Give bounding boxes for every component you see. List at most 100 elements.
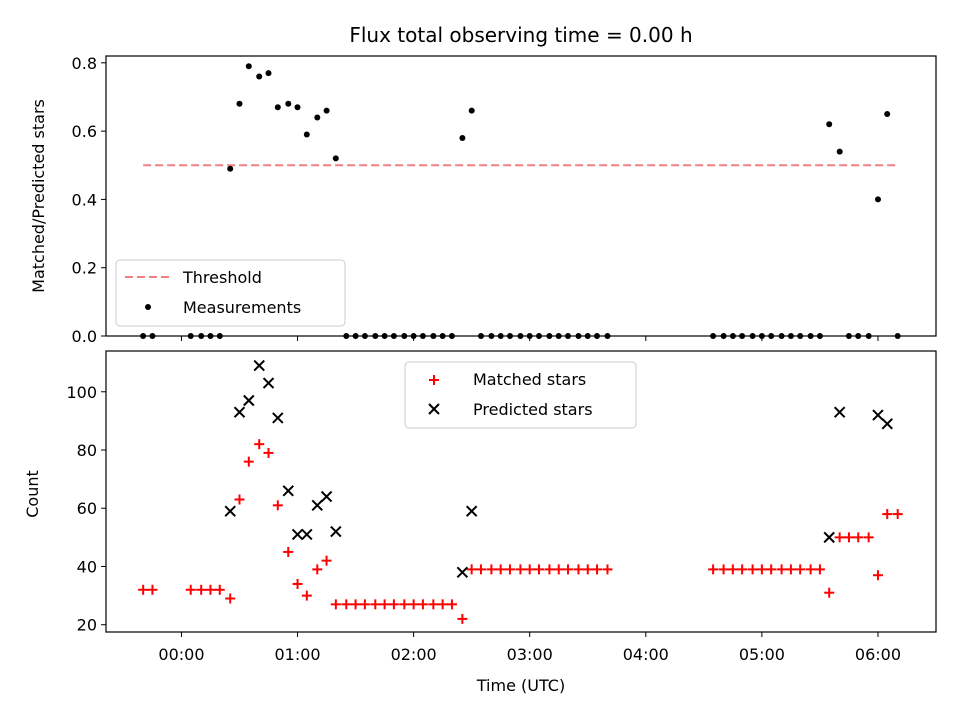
matched-star-point	[457, 613, 468, 624]
matched-star-point	[147, 584, 158, 595]
bottom-y-tick-label: 40	[77, 557, 97, 576]
matched-star-point	[805, 564, 816, 575]
matched-star-point	[370, 599, 381, 610]
matched-star-point	[408, 599, 419, 610]
matched-star-point	[718, 564, 729, 575]
matched-star-point	[843, 532, 854, 543]
top-legend-box	[115, 259, 346, 327]
matched-star-point	[379, 599, 390, 610]
matched-star-point	[766, 564, 777, 575]
predicted-star-point	[253, 359, 265, 372]
matched-star-point	[544, 564, 555, 575]
predicted-star-point	[823, 531, 835, 544]
predicted-star-point	[330, 525, 342, 538]
bottom-x-tick-label: 04:00	[623, 645, 669, 664]
bottom-y-tick-label: 80	[77, 441, 97, 460]
top-panel: 0.00.20.40.60.8 Matched/Predicted stars …	[29, 54, 937, 346]
matched-star-point	[515, 564, 526, 575]
bottom-x-axis-label: Time (UTC)	[476, 676, 565, 695]
matched-star-point	[592, 564, 603, 575]
matched-star-point	[553, 564, 564, 575]
matched-star-point	[428, 599, 439, 610]
legend-predicted-label: Predicted stars	[473, 400, 593, 419]
measurement-point	[285, 100, 292, 107]
legend-matched-label: Matched stars	[473, 370, 586, 389]
matched-star-point	[863, 532, 874, 543]
measurement-point	[826, 121, 833, 128]
matched-star-point	[486, 564, 497, 575]
bottom-x-tick-label: 06:00	[855, 645, 901, 664]
matched-star-point	[321, 555, 332, 566]
top-y-tick-label: 0.6	[72, 122, 97, 141]
legend-matched-swatch	[429, 375, 439, 385]
legend-predicted-swatch	[428, 403, 440, 415]
predicted-star-point	[233, 406, 246, 418]
matched-star-point	[214, 584, 225, 595]
matched-star-point	[185, 584, 196, 595]
matched-star-point	[834, 532, 845, 543]
bottom-legend: Matched stars Predicted stars	[404, 361, 637, 429]
predicted-star-point	[311, 499, 323, 512]
matched-star-point	[882, 509, 893, 520]
matched-star-point	[399, 599, 410, 610]
matched-star-point	[533, 564, 544, 575]
measurement-point	[274, 104, 281, 111]
measurement-point	[265, 70, 272, 77]
measurement-point	[459, 135, 466, 141]
bottom-x-tick-label: 00:00	[158, 645, 204, 664]
predicted-star-point	[872, 409, 884, 421]
bottom-y-axis-label: Count	[23, 470, 42, 518]
predicted-star-point	[272, 412, 284, 424]
measurement-point	[294, 104, 301, 111]
bottom-x-tick-label: 02:00	[391, 645, 437, 664]
matched-star-point	[292, 578, 303, 589]
matched-star-point	[330, 599, 341, 610]
measurement-point	[314, 114, 321, 121]
matched-star-point	[350, 599, 361, 610]
bottom-x-tick-label: 03:00	[507, 645, 553, 664]
predicted-star-point	[881, 418, 893, 430]
matched-star-point	[437, 599, 448, 610]
matched-star-point	[359, 599, 370, 610]
predicted-star-point	[465, 505, 478, 517]
predicted-star-point	[320, 490, 333, 503]
matched-star-point	[283, 546, 294, 557]
matched-star-point	[708, 564, 719, 575]
matched-star-point	[737, 564, 748, 575]
predicted-star-point	[833, 406, 846, 418]
matched-star-point	[196, 584, 207, 595]
chart-title: Flux total observing time = 0.00 h	[349, 23, 692, 47]
matched-star-point	[312, 564, 323, 575]
predicted-star-point	[224, 505, 236, 517]
matched-star-point	[814, 564, 825, 575]
matched-star-point	[727, 564, 738, 575]
matched-star-point	[234, 494, 245, 505]
matched-star-point	[446, 599, 457, 610]
matched-star-point	[417, 599, 428, 610]
top-y-tick-label: 0.2	[72, 259, 97, 278]
matched-star-point	[853, 532, 864, 543]
matched-star-point	[524, 564, 535, 575]
matched-star-point	[263, 447, 274, 458]
matched-star-point	[872, 570, 883, 581]
bottom-x-tick-label: 01:00	[274, 645, 320, 664]
measurement-point	[836, 148, 843, 155]
bottom-y-tick-label: 20	[77, 616, 97, 635]
top-legend: Threshold Measurements	[115, 259, 346, 327]
top-y-tick-label: 0.4	[72, 190, 97, 209]
bottom-legend-box	[404, 361, 637, 429]
measurement-point	[468, 107, 475, 114]
matched-star-point	[243, 456, 254, 467]
bottom-axes-frame	[105, 350, 937, 633]
matched-star-point	[563, 564, 574, 575]
matched-star-point	[466, 564, 477, 575]
matched-star-point	[582, 564, 593, 575]
matched-star-point	[225, 593, 236, 604]
legend-measurements-label: Measurements	[183, 298, 301, 317]
predicted-star-point	[301, 528, 313, 541]
matched-star-point	[573, 564, 584, 575]
measurement-point	[227, 165, 234, 172]
top-y-tick-label: 0.8	[72, 54, 97, 73]
legend-threshold-label: Threshold	[182, 268, 262, 287]
matched-star-point	[747, 564, 758, 575]
